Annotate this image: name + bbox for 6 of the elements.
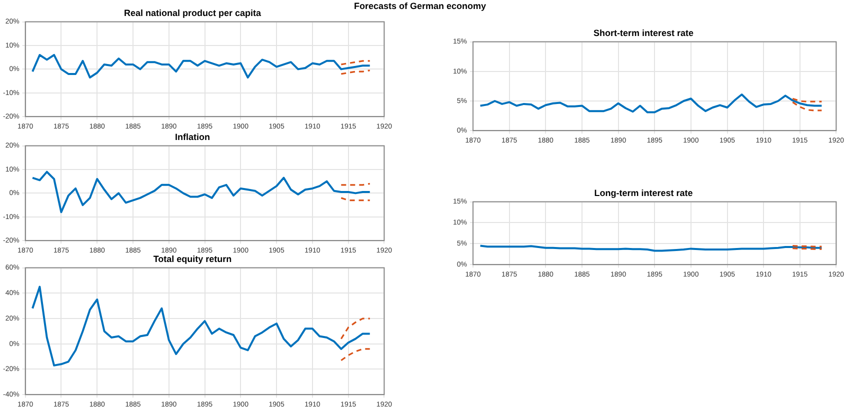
chart-title: Long-term interest rate	[594, 188, 693, 198]
chart-title: Inflation	[175, 132, 210, 142]
chart-title: Short-term interest rate	[593, 28, 694, 38]
chart-title: Real national product per capita	[124, 8, 262, 18]
text: Forecasts of German economy	[352, 1, 488, 11]
chart-title: Total equity return	[153, 254, 232, 264]
